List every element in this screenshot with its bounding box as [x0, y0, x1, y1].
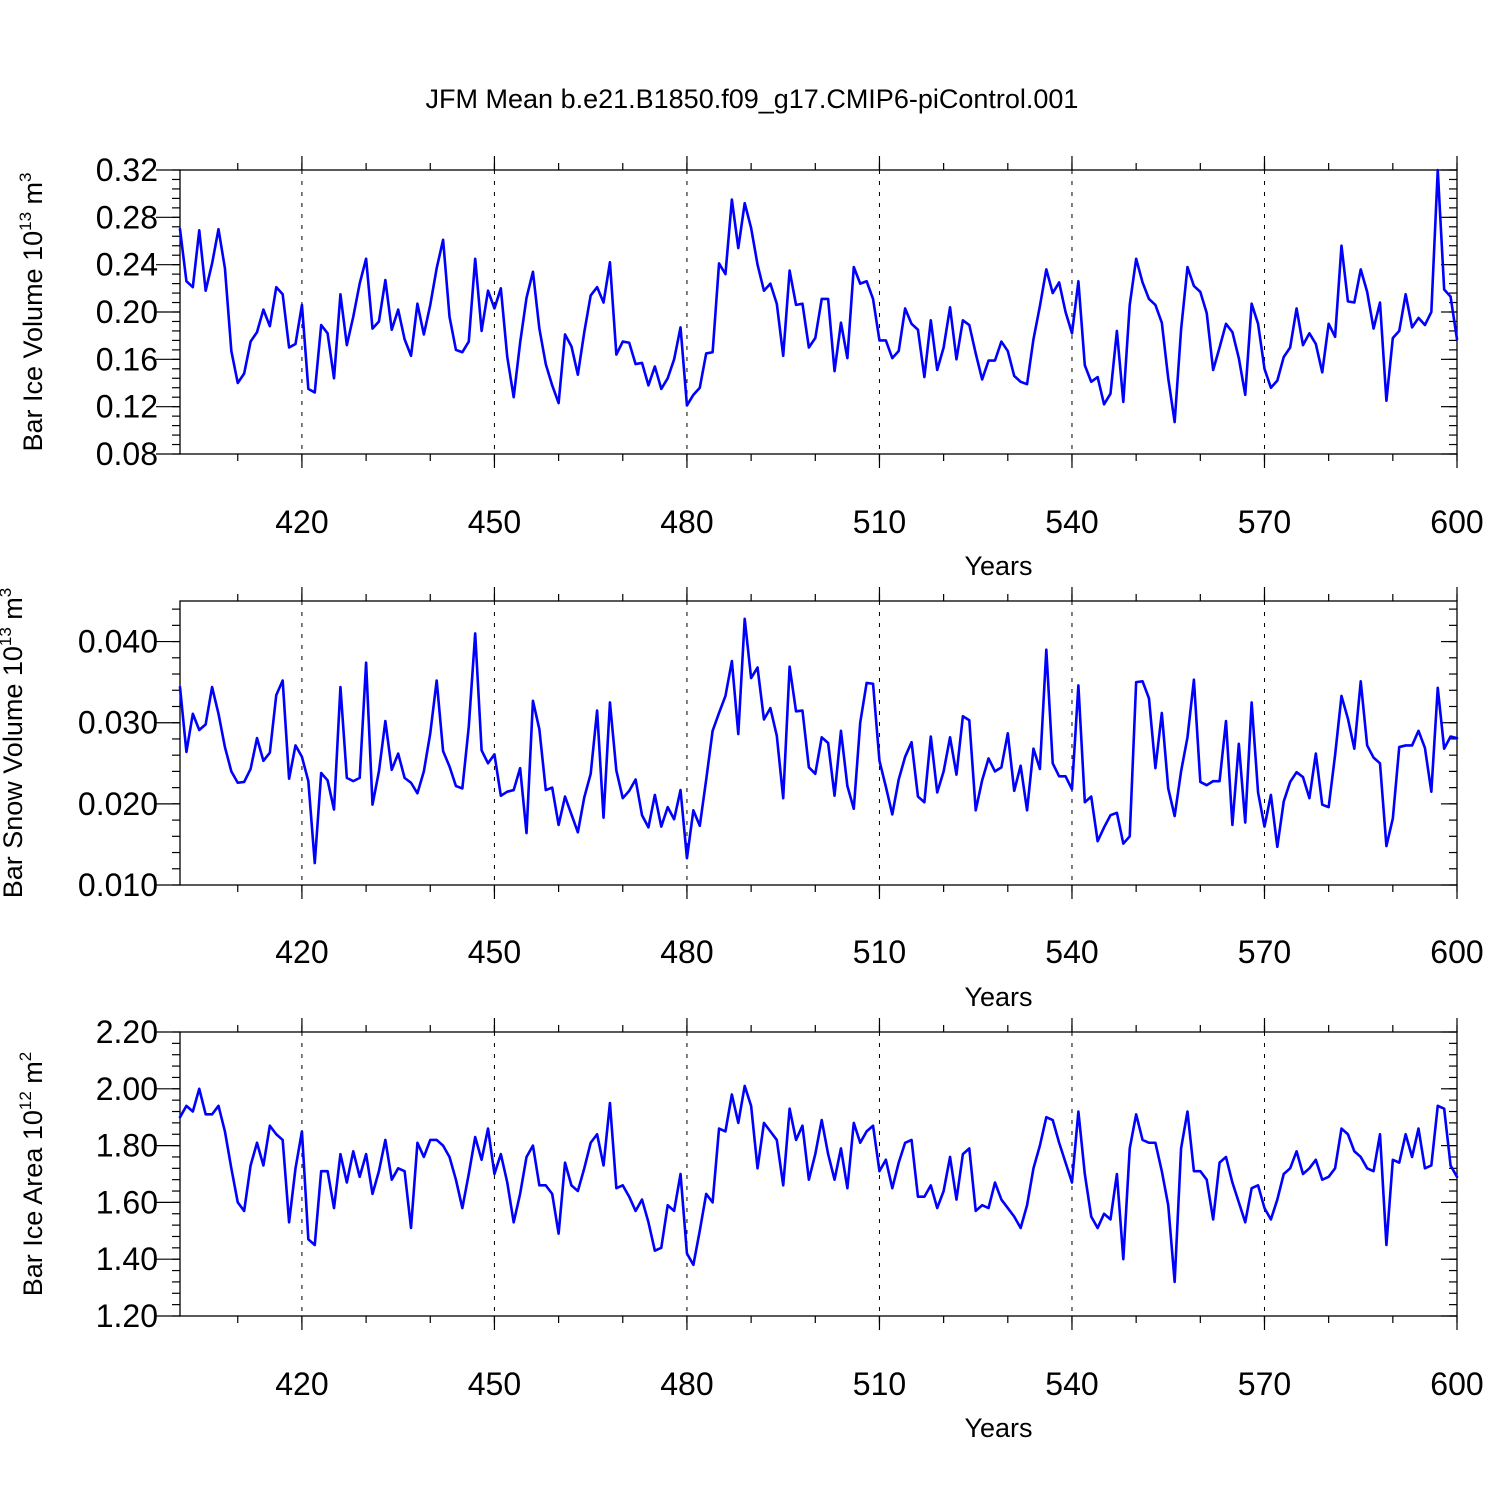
y-axis-label-unit: m [18, 1061, 48, 1091]
y-axis-label-exponent: 13 [0, 627, 15, 646]
y-tick-label: 1.60 [96, 1184, 158, 1220]
y-axis-label-unit: m [18, 182, 48, 212]
y-axis-label-text: Bar Ice Area 10 [18, 1110, 48, 1296]
y-tick-label: 0.28 [96, 199, 158, 235]
x-tick-label: 450 [468, 504, 521, 540]
y-tick-label: 0.010 [78, 867, 158, 903]
y-axis-label-unit-exponent: 3 [0, 588, 15, 597]
y-axis-label-unit-exponent: 2 [16, 1052, 35, 1061]
y-tick-label: 0.32 [96, 152, 158, 188]
y-axis-label-unit-exponent: 3 [16, 172, 35, 181]
y-axis-label-unit: m [0, 597, 28, 627]
y-tick-label: 0.20 [96, 294, 158, 330]
x-tick-label: 600 [1430, 504, 1483, 540]
y-tick-label: 2.00 [96, 1071, 158, 1107]
y-axis-label-exponent: 13 [16, 212, 35, 231]
y-tick-label: 0.030 [78, 705, 158, 741]
x-tick-label: 510 [853, 504, 906, 540]
x-tick-label: 570 [1238, 504, 1291, 540]
x-tick-label: 480 [660, 504, 713, 540]
y-tick-label: 1.80 [96, 1128, 158, 1164]
x-tick-label: 600 [1430, 1366, 1483, 1402]
plot-frame [179, 600, 1458, 886]
x-tick-label: 420 [275, 504, 328, 540]
series-line-ice-volume [178, 168, 1459, 424]
y-tick-label: 1.40 [96, 1241, 158, 1277]
x-tick-label: 510 [853, 1366, 906, 1402]
x-tick-label: 540 [1045, 934, 1098, 970]
x-axis-label: Years [964, 982, 1032, 1012]
y-axis-label-text: Bar Snow Volume 10 [0, 646, 28, 898]
y-tick-label: 0.08 [96, 436, 158, 472]
series-line-ice-area [178, 1084, 1459, 1284]
x-axis-label: Years [964, 551, 1032, 581]
x-tick-label: 450 [468, 934, 521, 970]
panel-ice-area: 420 450 480 510 540 570 600 1.20 1.40 1.60 1.80 2.0… [16, 1014, 1484, 1443]
x-tick-label: 540 [1045, 504, 1098, 540]
y-tick-label: 0.24 [96, 247, 158, 283]
y-axis-label: Bar Ice Volume 1013 m3 [16, 172, 48, 451]
x-tick-label: 420 [275, 934, 328, 970]
y-tick-label: 0.12 [96, 389, 158, 425]
panel-snow-volume: 420 450 480 510 540 570 600 0.010 0.020 0.030 0.04… [0, 587, 1484, 1012]
x-tick-label: 480 [660, 934, 713, 970]
y-tick-label: 1.20 [96, 1298, 158, 1334]
x-tick-label: 570 [1238, 1366, 1291, 1402]
y-axis-label-text: Bar Ice Volume 10 [18, 231, 48, 452]
y-tick-label: 0.16 [96, 341, 158, 377]
series-line-snow-volume [178, 617, 1459, 865]
x-axis-label: Years [964, 1413, 1032, 1443]
x-tick-label: 480 [660, 1366, 713, 1402]
x-tick-label: 450 [468, 1366, 521, 1402]
x-tick-label: 510 [853, 934, 906, 970]
y-tick-label: 0.040 [78, 624, 158, 660]
x-tick-label: 540 [1045, 1366, 1098, 1402]
x-tick-label: 420 [275, 1366, 328, 1402]
y-axis-label: Bar Ice Area 1012 m2 [16, 1052, 48, 1297]
plot-frame [179, 1031, 1458, 1317]
x-tick-label: 570 [1238, 934, 1291, 970]
panel-ice-volume: 420 450 480 510 540 570 600 0.08 0.12 0.16 0.20 0.2… [16, 152, 1484, 581]
figure-title: JFM Mean b.e21.B1850.f09_g17.CMIP6-piCon… [426, 84, 1079, 114]
y-tick-label: 2.20 [96, 1014, 158, 1050]
y-tick-label: 0.020 [78, 786, 158, 822]
y-axis-label-exponent: 12 [16, 1091, 35, 1110]
y-axis-label: Bar Snow Volume 1013 m3 [0, 588, 28, 899]
x-tick-label: 600 [1430, 934, 1483, 970]
